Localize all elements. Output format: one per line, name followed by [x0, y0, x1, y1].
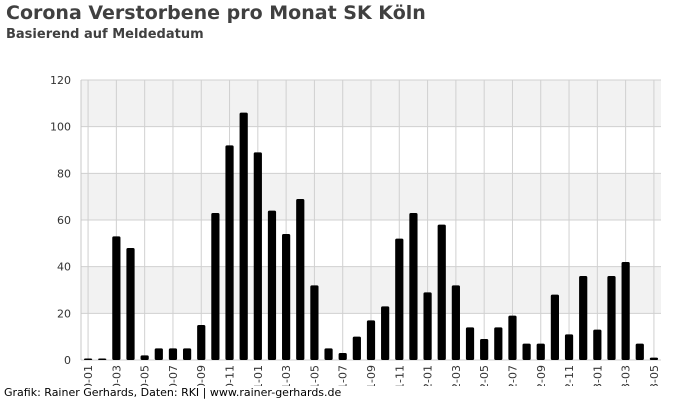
- x-tick-label: 2020-09: [195, 365, 208, 386]
- bar-2023-03: [621, 262, 630, 360]
- bar-2021-02: [267, 210, 277, 360]
- bar-2023-04: [635, 343, 644, 360]
- bar-2020-12: [239, 112, 248, 361]
- y-tick-label: 60: [57, 214, 71, 227]
- x-tick-label: 2022-11: [563, 365, 576, 386]
- bar-2020-11: [225, 145, 234, 360]
- x-tick-label: 2023-01: [591, 365, 604, 386]
- bar-2020-08: [182, 348, 192, 360]
- y-tick-label: 40: [57, 261, 71, 274]
- bar-2023-02: [607, 276, 616, 360]
- bar-2022-04: [465, 327, 475, 360]
- bar-2020-01: [83, 358, 93, 360]
- bar-2020-04: [126, 248, 135, 360]
- bar-2022-08: [522, 343, 531, 360]
- y-tick-label: 100: [50, 121, 71, 134]
- bar-2022-09: [536, 343, 545, 360]
- y-tick-label: 0: [64, 354, 71, 367]
- bar-2023-05: [649, 357, 659, 360]
- bar-2021-03: [282, 234, 291, 360]
- y-tick-label: 120: [50, 74, 71, 87]
- bar-2021-09: [366, 320, 376, 360]
- x-tick-label: 2022-09: [535, 365, 548, 386]
- x-tick-label: 2023-05: [648, 365, 661, 386]
- bar-2021-08: [352, 336, 361, 360]
- x-tick-label: 2020-05: [139, 365, 152, 386]
- bar-2021-04: [296, 199, 305, 360]
- bar-2022-12: [579, 276, 588, 360]
- x-tick-label: 2021-11: [393, 365, 406, 386]
- chart-subtitle: Basierend auf Meldedatum: [6, 27, 204, 42]
- y-tick-label: 20: [57, 307, 71, 320]
- bar-2020-06: [154, 348, 163, 360]
- chart-title: Corona Verstorbene pro Monat SK Köln: [6, 2, 426, 24]
- x-tick-label: 2021-07: [337, 365, 350, 386]
- y-tick-label: 80: [57, 167, 71, 180]
- bar-2022-03: [451, 285, 460, 360]
- x-tick-label: 2022-07: [506, 365, 519, 386]
- x-tick-label: 2022-05: [478, 365, 491, 386]
- x-tick-label: 2020-11: [224, 365, 237, 386]
- bar-2021-06: [324, 348, 333, 360]
- x-tick-label: 2020-07: [167, 365, 180, 386]
- bar-2022-02: [437, 224, 446, 360]
- x-tick-label: 2023-03: [620, 365, 633, 386]
- source-credit: Grafik: Rainer Gerhards, Daten: RKI | ww…: [4, 386, 342, 399]
- bar-2021-05: [310, 285, 319, 360]
- x-tick-label: 2021-05: [308, 365, 321, 386]
- bar-2023-01: [593, 329, 602, 360]
- bar-2022-07: [508, 315, 517, 360]
- bar-2020-02: [98, 358, 107, 360]
- bar-2021-12: [409, 213, 418, 360]
- x-tick-label: 2021-01: [252, 365, 265, 386]
- bar-2022-11: [564, 334, 574, 360]
- x-tick-label: 2021-09: [365, 365, 378, 386]
- bar-2020-03: [112, 236, 121, 360]
- x-tick-label: 2022-03: [450, 365, 463, 386]
- bar-2022-01: [423, 292, 432, 360]
- x-tick-label: 2020-03: [110, 365, 123, 386]
- bar-2021-07: [338, 353, 347, 360]
- bar-2022-10: [550, 294, 560, 360]
- bar-2021-11: [395, 238, 404, 360]
- x-tick-label: 2021-03: [280, 365, 293, 386]
- bar-chart: 0 20 40 60 80 100 120 2020-01 2020-03 2020-05 2020…: [50, 74, 661, 386]
- bar-2022-05: [480, 339, 489, 360]
- x-tick-label: 2022-01: [422, 365, 435, 386]
- bar-2020-07: [168, 348, 178, 360]
- bar-2020-10: [211, 213, 220, 360]
- bar-2021-10: [381, 306, 390, 360]
- bar-2022-06: [494, 327, 503, 360]
- bar-2021-01: [253, 152, 262, 360]
- x-tick-label: 2020-01: [82, 365, 95, 386]
- bar-2020-09: [197, 325, 206, 360]
- bar-2020-05: [140, 355, 149, 360]
